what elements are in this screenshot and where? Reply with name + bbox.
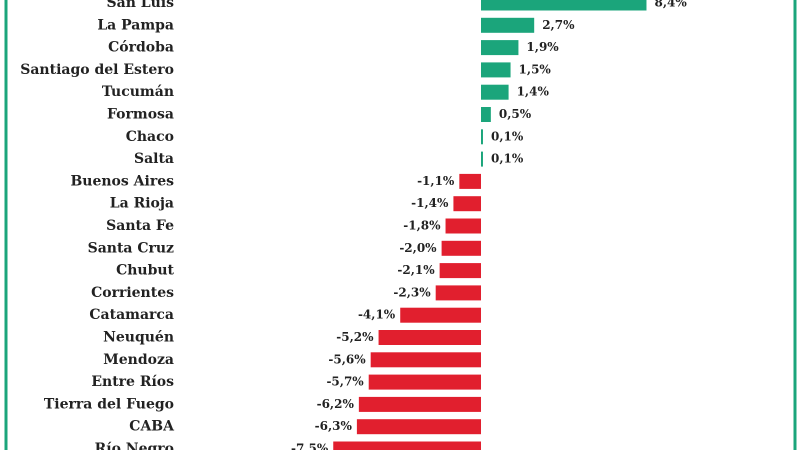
bar [400,307,481,323]
bar [481,62,511,78]
value-label: -2,0% [399,241,437,255]
value-label: 1,4% [517,85,550,99]
category-label: Chubut [116,263,174,279]
bar [481,0,647,11]
bar [481,84,509,100]
category-label: Corrientes [91,285,174,301]
value-label: 2,7% [542,18,575,32]
value-label: 0,1% [491,152,524,166]
value-label: 0,1% [491,129,524,143]
value-label: -4,1% [358,308,396,322]
category-label: Santiago del Estero [20,62,174,78]
value-label: 8,4% [654,0,687,10]
category-label: CABA [129,419,175,435]
category-label: Neuquén [103,330,174,346]
bar [453,196,481,212]
bar [435,285,481,301]
value-label: 1,5% [519,62,552,76]
category-label: La Rioja [110,196,174,212]
bar [333,441,481,450]
bar [481,40,519,56]
bar [356,419,481,435]
value-label: -1,1% [417,174,455,188]
category-label: Entre Ríos [91,374,174,390]
bar [441,240,481,256]
category-label: Córdoba [108,40,174,56]
value-label: -5,2% [336,330,374,344]
bar [368,374,481,390]
category-label: Santa Fe [106,218,174,234]
value-label: 1,9% [526,40,559,54]
value-label: -1,8% [403,219,441,233]
bar [459,173,481,189]
bar [481,107,491,122]
category-label: Buenos Aires [70,173,174,189]
category-label: Tierra del Fuego [44,396,174,412]
category-label: Catamarca [89,307,174,323]
value-label: -5,6% [328,352,366,366]
bar [378,330,481,345]
bar [481,129,483,145]
category-label: La Pampa [97,17,174,33]
bar [481,17,535,33]
category-label: Tucumán [102,84,174,100]
category-label: San Luis [107,0,175,11]
category-label: Salta [134,151,174,167]
category-label: Chaco [126,129,174,145]
category-label: Río Negro [95,441,174,450]
category-label: Santa Cruz [88,240,174,256]
value-label: -7,5% [291,442,329,450]
value-label: -6,2% [317,397,355,411]
value-label: -2,3% [393,285,431,299]
value-label: -1,4% [411,196,449,210]
value-label: 0,5% [499,107,532,121]
bar [481,151,483,167]
value-label: -2,1% [397,263,435,277]
value-label: -6,3% [315,419,353,433]
bar [439,263,481,279]
bar [358,396,481,412]
category-label: Mendoza [103,352,174,368]
value-label: -5,7% [326,375,364,389]
bar [445,218,481,234]
bar [370,352,481,368]
category-label: Formosa [107,107,174,123]
